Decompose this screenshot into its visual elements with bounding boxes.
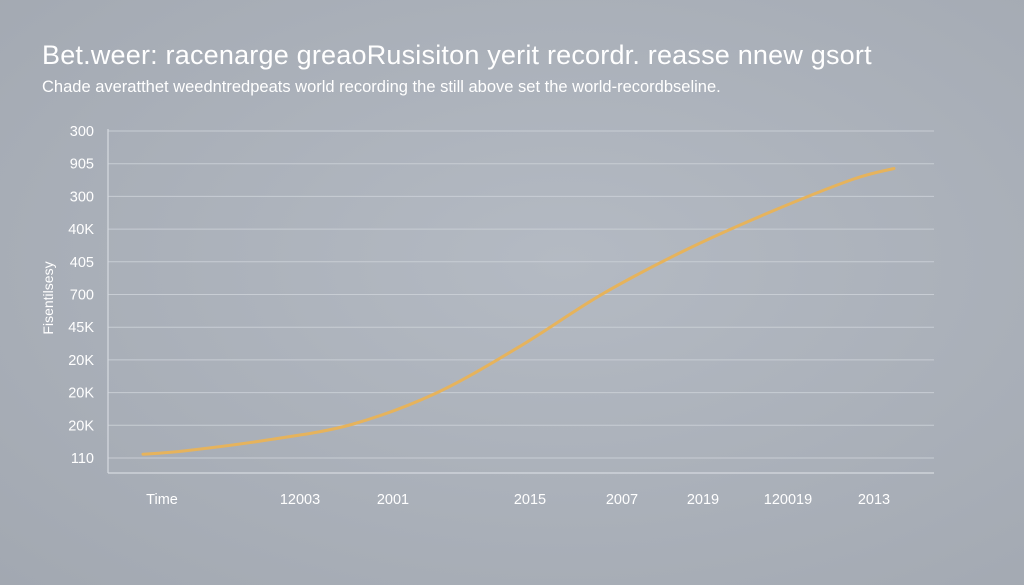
- series: [141, 167, 896, 456]
- y-tick-label: 40K: [68, 222, 94, 238]
- series-line: [141, 167, 896, 456]
- grid: [108, 130, 934, 459]
- x-tick-label: 12003: [280, 492, 320, 508]
- y-tick-label: 20K: [68, 353, 94, 369]
- y-tick-label: 905: [70, 157, 94, 173]
- x-tick-label: 120019: [764, 492, 812, 508]
- y-tick-label: 300: [70, 189, 94, 205]
- axes: [107, 129, 934, 474]
- x-axis-label: Time: [146, 492, 178, 508]
- chart-title: Bet.weer: racenarge greaoRusisiton yerit…: [42, 40, 872, 70]
- y-tick-label: 20K: [68, 418, 94, 434]
- y-tick-label: 300: [70, 124, 94, 140]
- x-tick-label: 2013: [858, 492, 890, 508]
- x-tick-labels: 12003 2001 2015 2007 2019 120019 2013: [280, 492, 890, 508]
- y-tick-label: 20K: [68, 386, 94, 402]
- y-tick-label: 45K: [68, 320, 94, 336]
- y-tick-label: 405: [70, 255, 94, 271]
- y-axis-label: Fisentilsesy: [40, 261, 56, 334]
- x-tick-label: 2007: [606, 492, 638, 508]
- x-tick-label: 2019: [687, 492, 719, 508]
- x-tick-label: 2015: [514, 492, 546, 508]
- y-tick-labels: 300 905 300 40K 405 700 45K 20K 20K 20K 110: [68, 124, 94, 467]
- x-tick-label: 2001: [377, 492, 409, 508]
- y-tick-label: 110: [71, 451, 94, 467]
- y-tick-label: 700: [70, 288, 94, 304]
- chart-subtitle: Chade averatthet weedntredpeats world re…: [42, 78, 721, 96]
